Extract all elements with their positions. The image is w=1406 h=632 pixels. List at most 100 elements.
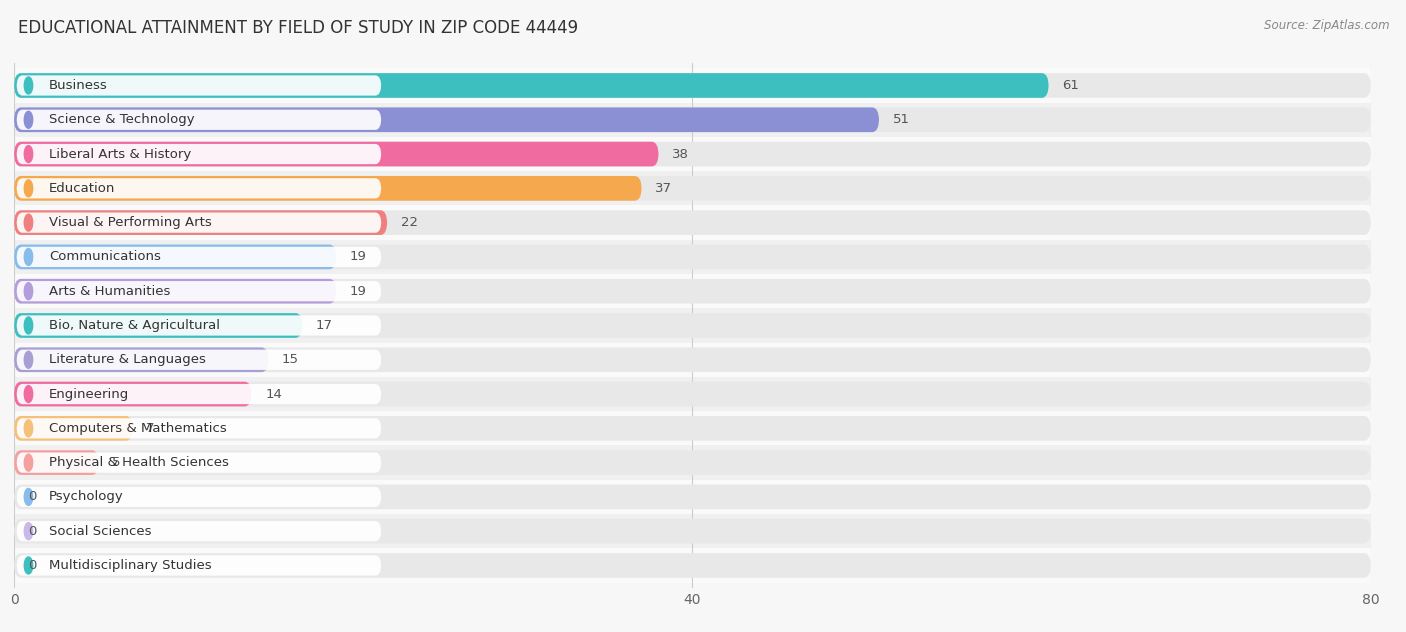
Bar <box>14 137 1371 171</box>
FancyBboxPatch shape <box>17 109 381 130</box>
Bar <box>14 480 1371 514</box>
Text: 15: 15 <box>283 353 299 367</box>
Bar <box>14 102 1371 137</box>
Text: Bio, Nature & Agricultural: Bio, Nature & Agricultural <box>49 319 219 332</box>
Text: Multidisciplinary Studies: Multidisciplinary Studies <box>49 559 211 572</box>
Circle shape <box>24 557 32 574</box>
FancyBboxPatch shape <box>17 487 381 507</box>
Bar <box>14 549 1371 583</box>
Text: Science & Technology: Science & Technology <box>49 113 194 126</box>
Text: Physical & Health Sciences: Physical & Health Sciences <box>49 456 229 469</box>
Bar <box>14 343 1371 377</box>
Text: 22: 22 <box>401 216 418 229</box>
Text: 7: 7 <box>146 422 155 435</box>
Bar <box>14 240 1371 274</box>
Text: 0: 0 <box>28 559 37 572</box>
Circle shape <box>24 523 32 540</box>
FancyBboxPatch shape <box>17 144 381 164</box>
FancyBboxPatch shape <box>14 313 302 338</box>
Circle shape <box>24 77 32 94</box>
Circle shape <box>24 145 32 162</box>
FancyBboxPatch shape <box>14 245 336 269</box>
FancyBboxPatch shape <box>14 142 658 166</box>
FancyBboxPatch shape <box>14 553 1371 578</box>
Text: Visual & Performing Arts: Visual & Performing Arts <box>49 216 211 229</box>
FancyBboxPatch shape <box>14 485 1371 509</box>
Text: Liberal Arts & History: Liberal Arts & History <box>49 147 191 161</box>
Text: Literature & Languages: Literature & Languages <box>49 353 205 367</box>
Text: Computers & Mathematics: Computers & Mathematics <box>49 422 226 435</box>
Circle shape <box>24 317 32 334</box>
Circle shape <box>24 180 32 197</box>
FancyBboxPatch shape <box>14 313 1371 338</box>
FancyBboxPatch shape <box>14 245 1371 269</box>
FancyBboxPatch shape <box>14 519 1371 544</box>
Bar <box>14 171 1371 205</box>
FancyBboxPatch shape <box>14 73 1371 98</box>
Text: Arts & Humanities: Arts & Humanities <box>49 284 170 298</box>
Text: 19: 19 <box>350 284 367 298</box>
Circle shape <box>24 489 32 506</box>
Text: 0: 0 <box>28 490 37 504</box>
Bar <box>14 308 1371 343</box>
FancyBboxPatch shape <box>14 348 1371 372</box>
Circle shape <box>24 420 32 437</box>
Bar <box>14 377 1371 411</box>
FancyBboxPatch shape <box>14 450 1371 475</box>
Text: 37: 37 <box>655 182 672 195</box>
FancyBboxPatch shape <box>17 75 381 95</box>
Text: Business: Business <box>49 79 108 92</box>
FancyBboxPatch shape <box>14 416 132 441</box>
FancyBboxPatch shape <box>14 416 1371 441</box>
FancyBboxPatch shape <box>17 521 381 542</box>
Circle shape <box>24 386 32 403</box>
Circle shape <box>24 111 32 128</box>
FancyBboxPatch shape <box>14 73 1049 98</box>
FancyBboxPatch shape <box>17 418 381 439</box>
FancyBboxPatch shape <box>17 453 381 473</box>
FancyBboxPatch shape <box>14 210 1371 235</box>
FancyBboxPatch shape <box>14 279 336 303</box>
FancyBboxPatch shape <box>17 384 381 404</box>
Bar <box>14 274 1371 308</box>
Text: Psychology: Psychology <box>49 490 124 504</box>
Text: 61: 61 <box>1062 79 1078 92</box>
Circle shape <box>24 214 32 231</box>
Text: 38: 38 <box>672 147 689 161</box>
Text: 51: 51 <box>893 113 910 126</box>
Bar <box>14 446 1371 480</box>
Bar <box>14 411 1371 446</box>
Circle shape <box>24 454 32 471</box>
FancyBboxPatch shape <box>17 315 381 336</box>
FancyBboxPatch shape <box>14 382 252 406</box>
FancyBboxPatch shape <box>14 348 269 372</box>
Text: Communications: Communications <box>49 250 160 264</box>
Text: 5: 5 <box>112 456 121 469</box>
FancyBboxPatch shape <box>14 142 1371 166</box>
FancyBboxPatch shape <box>17 178 381 198</box>
Bar <box>14 205 1371 240</box>
FancyBboxPatch shape <box>17 281 381 301</box>
Circle shape <box>24 283 32 300</box>
Text: 14: 14 <box>266 387 283 401</box>
Text: 19: 19 <box>350 250 367 264</box>
Text: Engineering: Engineering <box>49 387 129 401</box>
Text: Source: ZipAtlas.com: Source: ZipAtlas.com <box>1264 19 1389 32</box>
Circle shape <box>24 248 32 265</box>
Bar <box>14 514 1371 549</box>
FancyBboxPatch shape <box>14 279 1371 303</box>
FancyBboxPatch shape <box>17 246 381 267</box>
FancyBboxPatch shape <box>14 107 1371 132</box>
Text: 0: 0 <box>28 525 37 538</box>
FancyBboxPatch shape <box>14 107 879 132</box>
Text: Education: Education <box>49 182 115 195</box>
FancyBboxPatch shape <box>14 382 1371 406</box>
FancyBboxPatch shape <box>14 176 1371 201</box>
Circle shape <box>24 351 32 368</box>
FancyBboxPatch shape <box>14 176 641 201</box>
Bar <box>14 68 1371 102</box>
Text: Social Sciences: Social Sciences <box>49 525 152 538</box>
FancyBboxPatch shape <box>17 212 381 233</box>
FancyBboxPatch shape <box>14 450 98 475</box>
FancyBboxPatch shape <box>17 349 381 370</box>
